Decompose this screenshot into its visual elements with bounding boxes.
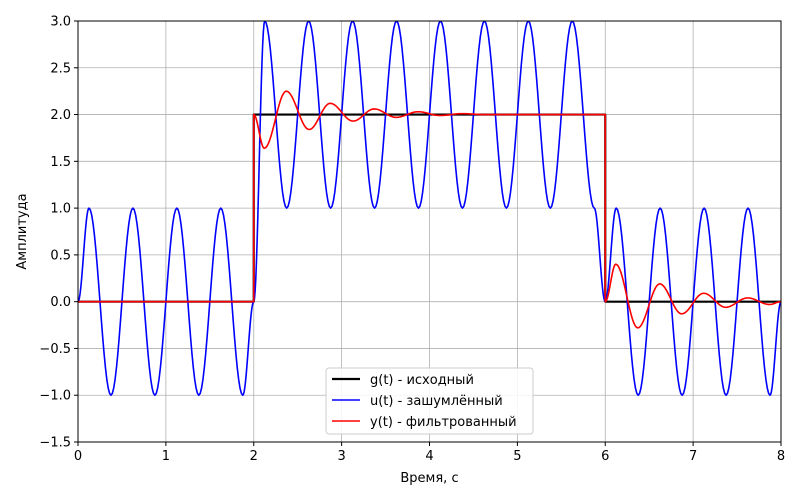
- x-tick-label: 2: [250, 449, 258, 464]
- x-tick-label: 8: [777, 449, 785, 464]
- x-tick-label: 7: [689, 449, 697, 464]
- y-tick-label: 1.0: [50, 202, 71, 217]
- legend-entry: u(t) - зашумлённый: [370, 394, 503, 409]
- y-tick-label: 0.5: [50, 248, 71, 263]
- y-tick-label: −1.0: [39, 389, 71, 404]
- x-tick-label: 5: [513, 449, 521, 464]
- legend-entry: y(t) - фильтрованный: [370, 415, 517, 430]
- y-tick-label: 3.0: [50, 15, 71, 30]
- y-tick-label: −1.5: [39, 436, 71, 451]
- x-tick-label: 3: [337, 449, 345, 464]
- y-axis-label: Амплитуда: [15, 193, 30, 269]
- y-tick-label: −0.5: [39, 342, 71, 357]
- ticks: 0 1 2 3 4 5 6 7 8 −1.5 −1.0 −0.5 0.0 0.5 1.0 1.5 2.0 2.5 3…: [39, 15, 785, 465]
- legend: g(t) - исходный u(t) - зашумлённый y(t) - …: [325, 367, 534, 435]
- series-line-3: [78, 90, 781, 329]
- x-tick-label: 6: [601, 449, 609, 464]
- y-tick-label: 1.5: [50, 155, 71, 170]
- legend-box: [325, 367, 534, 435]
- x-tick-label: 1: [162, 449, 170, 464]
- series-layer: [78, 21, 781, 397]
- y-tick-label: 2.5: [50, 61, 71, 76]
- x-axis-label: Время, с: [400, 471, 458, 486]
- y-tick-label: 2.0: [50, 108, 71, 123]
- legend-entry: g(t) - исходный: [370, 373, 474, 388]
- y-tick-label: 0.0: [50, 295, 71, 310]
- x-tick-label: 4: [425, 449, 433, 464]
- x-tick-label: 0: [74, 449, 82, 464]
